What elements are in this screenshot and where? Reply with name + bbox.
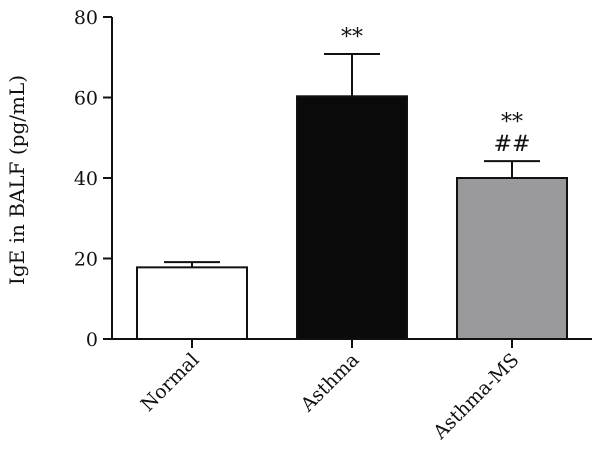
y-axis: 0 20 40 60 80 IgE in BALF (pg/mL) <box>5 7 113 351</box>
y-tick-label: 60 <box>74 88 98 110</box>
significance-label: ** <box>501 110 523 135</box>
x-tick-label: Asthma-MS <box>428 349 523 444</box>
y-tick-label: 40 <box>74 168 98 190</box>
significance-label: ** <box>341 25 363 50</box>
y-tick-label: 20 <box>74 249 98 271</box>
bar-asthma <box>296 95 408 341</box>
significance-label: ## <box>494 132 531 157</box>
y-tick-label: 80 <box>74 7 98 29</box>
x-axis: Normal Asthma Asthma-MS <box>112 338 592 444</box>
bar-normal <box>136 266 248 341</box>
x-tick-label: Asthma <box>296 349 364 417</box>
bar-asthma-ms <box>456 177 568 340</box>
y-axis-title: IgE in BALF (pg/mL) <box>5 75 29 285</box>
y-tick-label: 0 <box>86 329 98 351</box>
labels: ****## <box>341 25 530 157</box>
x-tick-label: Normal <box>137 349 204 416</box>
bars <box>136 53 568 341</box>
